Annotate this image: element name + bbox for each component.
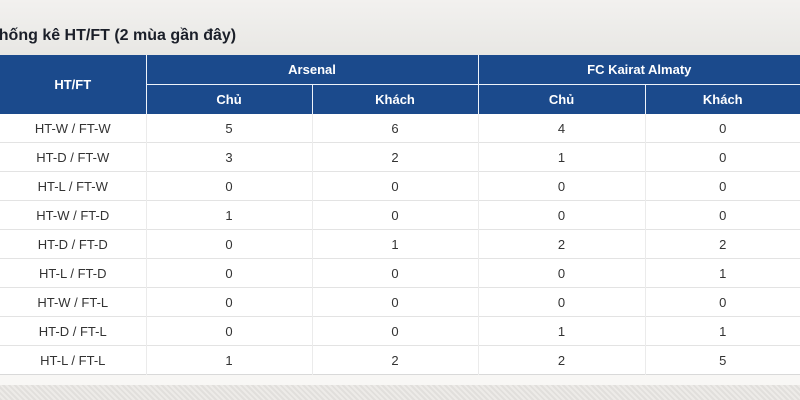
row-label: HT-W / FT-L <box>0 287 146 317</box>
table-row: HT-L / FT-D 0 0 0 1 <box>0 258 800 288</box>
row-label: HT-D / FT-D <box>0 229 146 259</box>
row-label: HT-W / FT-D <box>0 200 146 230</box>
stat-cell: 0 <box>311 200 479 230</box>
stat-cell: 0 <box>644 114 800 143</box>
stat-cell: 0 <box>311 171 479 201</box>
table-row: HT-D / FT-W 3 2 1 0 <box>0 142 800 172</box>
table-row: HT-L / FT-W 0 0 0 0 <box>0 171 800 201</box>
stat-cell: 5 <box>145 114 312 143</box>
stat-cell: 2 <box>311 142 479 172</box>
table-body: HT-W / FT-W 5 6 4 0 HT-D / FT-W 3 2 1 0 HT-L / FT-… <box>0 114 800 375</box>
stat-cell: 0 <box>311 258 479 288</box>
stat-cell: 0 <box>477 287 646 317</box>
stat-cell: 0 <box>644 171 800 201</box>
stat-cell: 1 <box>145 345 312 375</box>
stat-cell: 1 <box>145 200 312 230</box>
stat-cell: 2 <box>477 229 646 259</box>
stat-cell: 2 <box>477 345 646 375</box>
column-header-arsenal-away: Khách <box>311 84 479 114</box>
row-label: HT-W / FT-W <box>0 114 146 143</box>
stat-cell: 0 <box>311 287 479 317</box>
stat-cell: 4 <box>477 114 646 143</box>
stat-cell: 0 <box>145 258 312 288</box>
stat-cell: 1 <box>477 142 646 172</box>
table-row: HT-D / FT-L 0 0 1 1 <box>0 316 800 346</box>
stat-cell: 3 <box>145 142 312 172</box>
htft-stats-table: HT/FT Arsenal FC Kairat Almaty Chủ Khách… <box>0 55 800 375</box>
stat-cell: 2 <box>644 229 800 259</box>
header-row-home-away: Chủ Khách Chủ Khách <box>0 84 800 114</box>
stat-cell: 0 <box>477 258 646 288</box>
stat-cell: 0 <box>145 287 312 317</box>
title-band: Thống kê HT/FT (2 mùa gần đây) <box>0 0 800 55</box>
stat-cell: 0 <box>644 200 800 230</box>
page-title: Thống kê HT/FT (2 mùa gần đây) <box>0 27 237 44</box>
column-header-arsenal-home: Chủ <box>145 84 312 114</box>
table-row: HT-W / FT-W 5 6 4 0 <box>0 114 800 143</box>
stat-cell: 6 <box>311 114 479 143</box>
table-row: HT-D / FT-D 0 1 2 2 <box>0 229 800 259</box>
stat-cell: 0 <box>477 200 646 230</box>
row-label: HT-L / FT-D <box>0 258 146 288</box>
row-label: HT-D / FT-L <box>0 316 146 346</box>
stat-cell: 0 <box>145 316 312 346</box>
stat-cell: 0 <box>644 142 800 172</box>
column-header-htft: HT/FT <box>0 55 146 114</box>
stat-cell: 1 <box>644 258 800 288</box>
stat-cell: 0 <box>477 171 646 201</box>
column-header-kairat-away: Khách <box>644 84 800 114</box>
table-row: HT-W / FT-L 0 0 0 0 <box>0 287 800 317</box>
stat-cell: 1 <box>477 316 646 346</box>
table-row: HT-L / FT-L 1 2 2 5 <box>0 345 800 375</box>
column-group-kairat: FC Kairat Almaty <box>477 55 800 85</box>
row-label: HT-L / FT-L <box>0 345 146 375</box>
stat-cell: 0 <box>145 229 312 259</box>
stat-cell: 0 <box>311 316 479 346</box>
stat-cell: 0 <box>644 287 800 317</box>
row-label: HT-D / FT-W <box>0 142 146 172</box>
stat-cell: 0 <box>145 171 312 201</box>
stat-cell: 5 <box>644 345 800 375</box>
header-row-teams: HT/FT Arsenal FC Kairat Almaty <box>0 55 800 114</box>
stat-cell: 1 <box>311 229 479 259</box>
column-header-kairat-home: Chủ <box>477 84 646 114</box>
stat-cell: 2 <box>311 345 479 375</box>
stat-cell: 1 <box>644 316 800 346</box>
table-header: HT/FT Arsenal FC Kairat Almaty Chủ Khách… <box>0 55 800 114</box>
table-row: HT-W / FT-D 1 0 0 0 <box>0 200 800 230</box>
bottom-texture <box>0 385 800 400</box>
row-label: HT-L / FT-W <box>0 171 146 201</box>
column-group-arsenal: Arsenal <box>145 55 479 85</box>
